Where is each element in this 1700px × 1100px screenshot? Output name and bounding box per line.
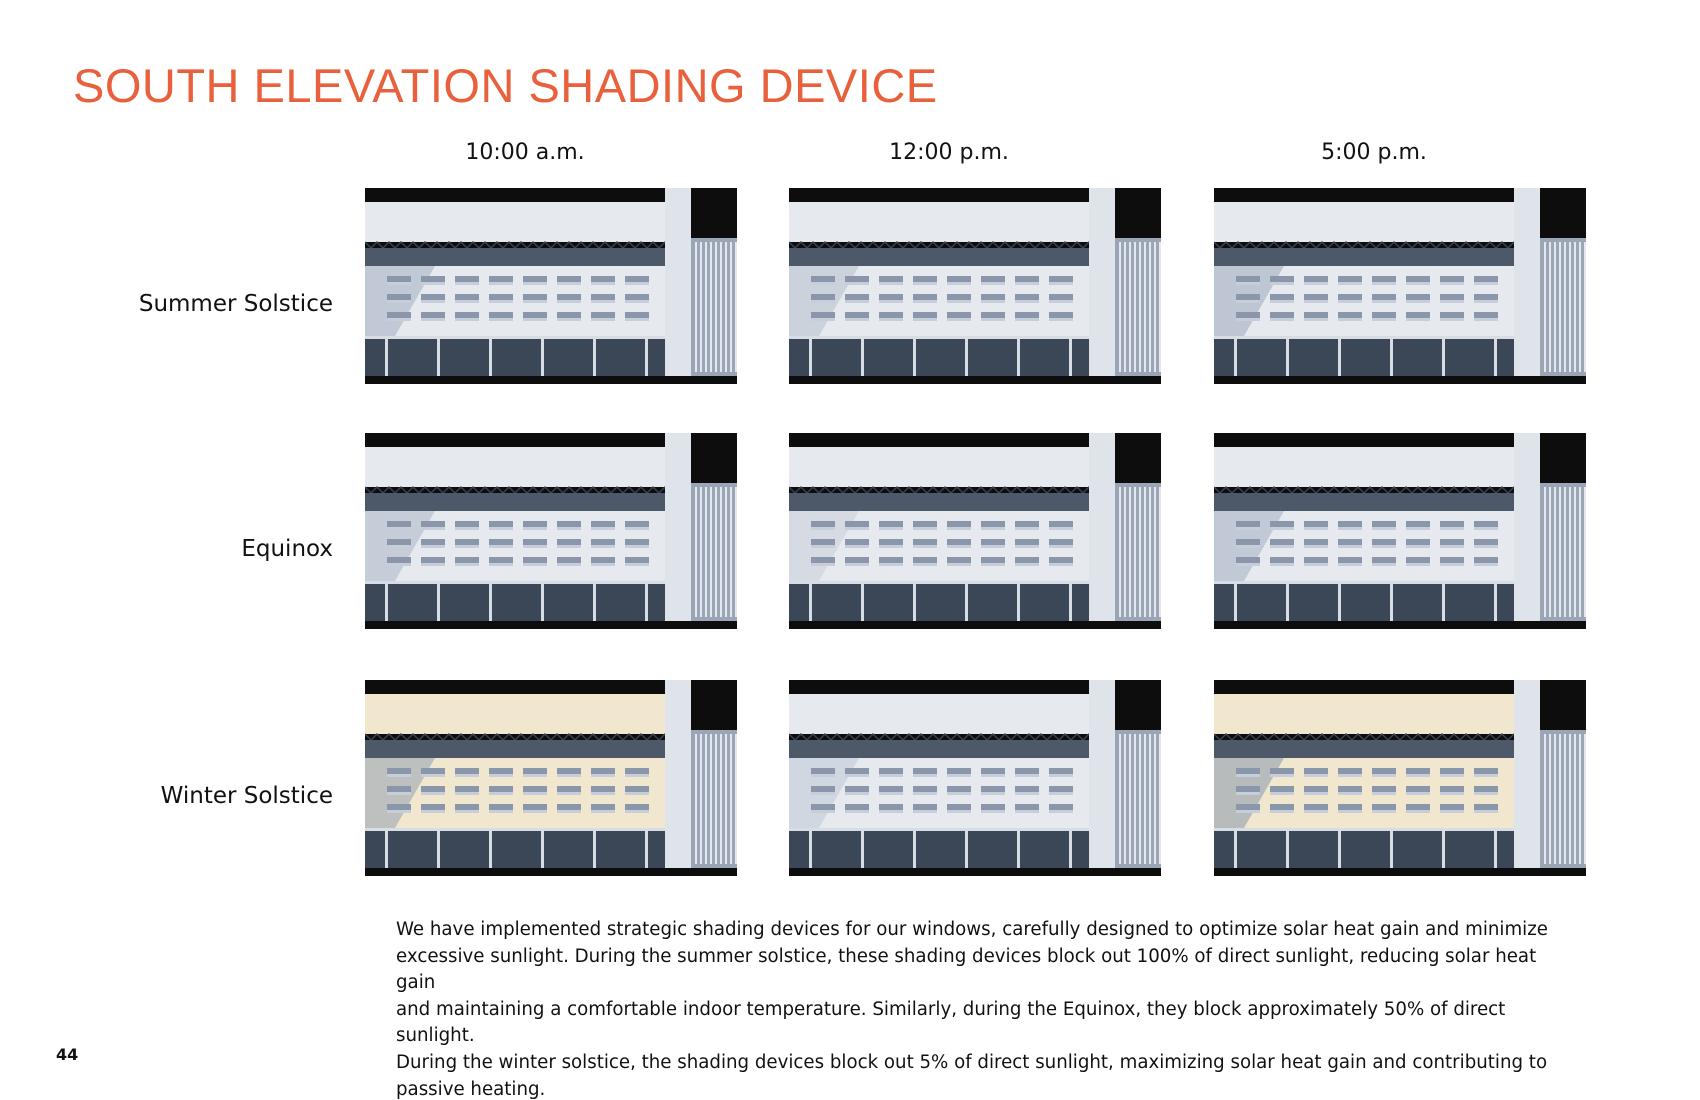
row-label-equinox: Equinox xyxy=(241,536,333,562)
column-header-12pm: 12:00 p.m. xyxy=(889,140,1009,165)
page-number: 44 xyxy=(56,1045,79,1064)
column-header-10am: 10:00 a.m. xyxy=(465,140,585,165)
column-header-5pm: 5:00 p.m. xyxy=(1321,140,1427,165)
render-winter-solstice-5pm xyxy=(1214,680,1586,876)
render-winter-solstice-10am xyxy=(365,680,737,876)
description-line: passive heating. xyxy=(396,1078,546,1100)
description-line: and maintaining a comfortable indoor tem… xyxy=(396,998,1506,1047)
render-summer-solstice-5pm xyxy=(1214,188,1586,384)
description-line: During the winter solstice, the shading … xyxy=(396,1051,1548,1073)
render-equinox-12pm xyxy=(789,433,1161,629)
render-winter-solstice-12pm xyxy=(789,680,1161,876)
page-title: SOUTH ELEVATION SHADING DEVICE xyxy=(73,59,938,112)
render-equinox-5pm xyxy=(1214,433,1586,629)
description-line: We have implemented strategic shading de… xyxy=(396,919,1548,940)
row-label-winter-solstice: Winter Solstice xyxy=(160,783,333,809)
description-line: excessive sunlight. During the summer so… xyxy=(396,945,1537,994)
render-summer-solstice-10am xyxy=(365,188,737,384)
render-summer-solstice-12pm xyxy=(789,188,1161,384)
description-paragraph: We have implemented strategic shading de… xyxy=(396,917,1576,1100)
row-label-summer-solstice: Summer Solstice xyxy=(138,291,333,317)
render-equinox-10am xyxy=(365,433,737,629)
